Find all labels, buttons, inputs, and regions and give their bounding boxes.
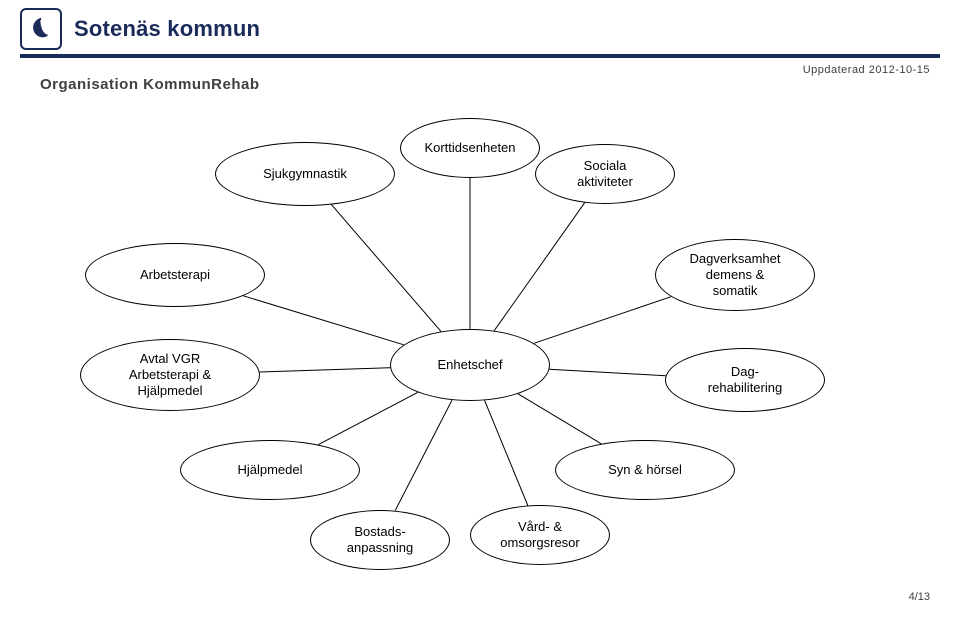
node-arbetsterapi: Arbetsterapi xyxy=(85,243,265,307)
node-korttidsenheten: Korttidsenheten xyxy=(400,118,540,178)
node-vard: Vård- &omsorgsresor xyxy=(470,505,610,565)
node-bostad: Bostads-anpassning xyxy=(310,510,450,570)
node-dagverksamhet: Dagverksamhetdemens &somatik xyxy=(655,239,815,311)
page-number: 4/13 xyxy=(909,591,930,603)
page-root: Sotenäs kommun Organisation KommunRehab … xyxy=(0,0,960,621)
org-diagram: SjukgymnastikKorttidsenhetenSocialaaktiv… xyxy=(0,0,960,621)
node-avtal: Avtal VGRArbetsterapi &Hjälpmedel xyxy=(80,339,260,411)
node-sociala: Socialaaktiviteter xyxy=(535,144,675,204)
node-synhorsel: Syn & hörsel xyxy=(555,440,735,500)
node-sjukgymnastik: Sjukgymnastik xyxy=(215,142,395,206)
node-hjalpmedel: Hjälpmedel xyxy=(180,440,360,500)
node-dagrehab: Dag-rehabilitering xyxy=(665,348,825,412)
node-enhetschef: Enhetschef xyxy=(390,329,550,401)
